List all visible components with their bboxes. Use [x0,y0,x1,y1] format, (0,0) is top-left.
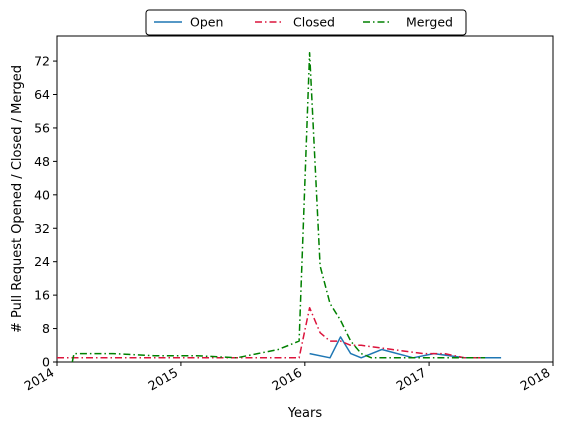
y-tick-label: 24 [34,254,50,269]
series-layer [57,51,502,363]
x-axis-label: Years [287,406,323,421]
y-tick-label: 40 [34,187,50,202]
y-tick-label: 16 [34,288,50,303]
x-tick-label: 2016 [269,365,304,394]
legend: Open Closed Merged [145,9,467,36]
x-tick-label: 2014 [21,365,56,394]
legend-label-open: Open [190,15,223,30]
y-axis-ticks: 0 8 16 24 32 40 48 56 64 72 [34,54,57,370]
y-axis-label: # Pull Request Opened / Closed / Merged [10,65,25,333]
x-axis-ticks: 2014 2015 2016 2017 2018 [21,362,554,394]
y-tick-label: 56 [34,120,50,135]
y-tick-label: 72 [34,54,50,69]
x-tick-label: 2017 [394,365,429,394]
series-line-merged [71,51,486,363]
x-tick-label: 2015 [145,365,180,394]
legend-label-merged: Merged [406,15,453,30]
legend-box [145,9,467,36]
y-tick-label: 0 [42,355,50,370]
y-tick-label: 8 [42,321,50,336]
legend-label-closed: Closed [293,15,335,30]
series-line-closed [57,306,486,359]
y-tick-label: 64 [34,87,50,102]
y-tick-label: 48 [34,154,50,169]
series-line-open [309,336,502,359]
x-tick-label: 2018 [517,365,552,394]
y-tick-label: 32 [34,221,50,236]
